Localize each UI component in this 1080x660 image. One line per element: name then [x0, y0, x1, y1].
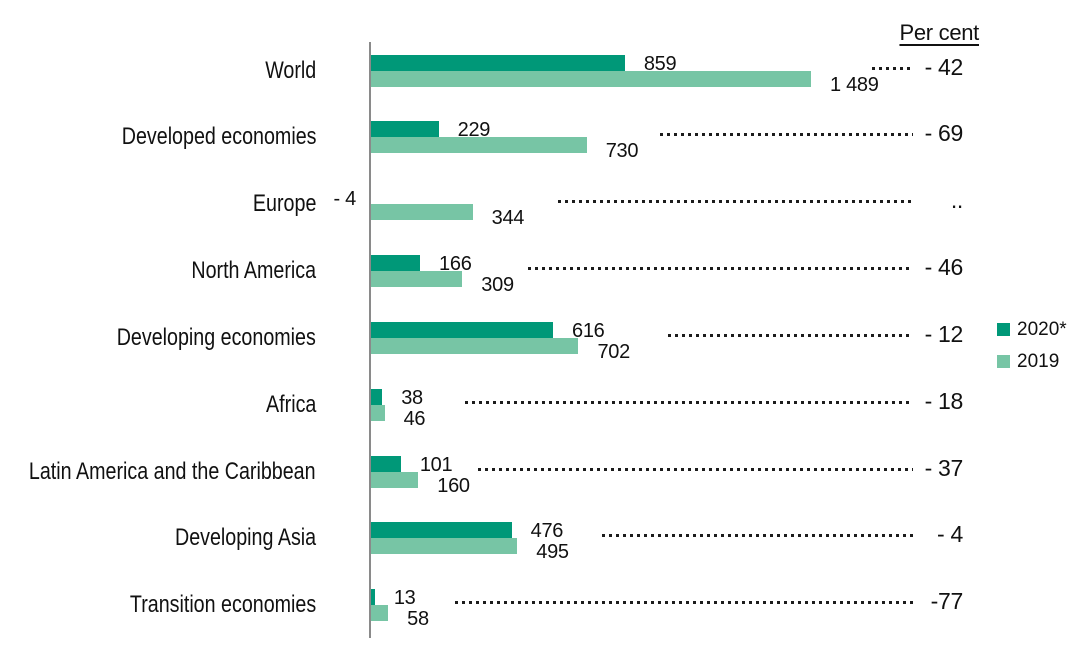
- percent-change-label-africa: - 18: [924, 387, 964, 414]
- legend-swatch-2020-icon: [997, 323, 1010, 336]
- category-label-africa: Africa: [265, 390, 316, 418]
- bar-2020-developed-economies: [371, 121, 439, 138]
- bar-2019-north-america: [371, 271, 463, 288]
- category-label-developing-economies: Developing economies: [116, 323, 316, 351]
- value-label-2020-north-america: 166: [439, 253, 472, 276]
- value-label-2020-europe: - 4: [333, 188, 357, 211]
- legend-item-2019: 2019: [997, 352, 1067, 371]
- value-label-2020-developing-economies: 616: [572, 319, 605, 342]
- value-label-2020-africa: 38: [401, 386, 423, 409]
- dotted-leader-developing-economies: [668, 333, 913, 337]
- percent-change-label-north-america: - 46: [924, 254, 964, 281]
- percent-change-label-latin-america-and-the-caribbean: - 37: [924, 454, 964, 481]
- legend-item-2020: 2020*: [997, 320, 1067, 339]
- bar-2019-transition-economies: [371, 605, 389, 622]
- value-label-2020-latin-america-and-the-caribbean: 101: [419, 453, 453, 476]
- percent-change-label-europe: ..: [950, 187, 963, 214]
- value-label-2019-latin-america-and-the-caribbean: 160: [437, 474, 470, 497]
- category-label-developed-economies: Developed economies: [121, 123, 316, 151]
- bar-2019-developing-economies: [371, 337, 579, 354]
- bar-2019-europe: [371, 204, 473, 221]
- dotted-leader-developed-economies: [660, 133, 913, 137]
- category-label-world: World: [264, 56, 316, 84]
- bar-2020-transition-economies: [371, 589, 375, 606]
- value-label-2019-developing-asia: 495: [536, 541, 569, 564]
- value-label-2020-developing-asia: 476: [530, 520, 564, 543]
- bar-2020-developing-asia: [371, 522, 512, 539]
- dotted-leader-developing-asia: [602, 534, 913, 538]
- value-label-2020-transition-economies: 13: [393, 587, 416, 610]
- value-label-2019-europe: 344: [491, 207, 525, 230]
- legend-label-2019: 2019: [1017, 351, 1060, 372]
- percent-change-label-world: - 42: [924, 53, 964, 80]
- bar-2020-africa: [371, 388, 383, 405]
- bar-2019-developing-asia: [371, 538, 518, 555]
- dotted-leader-transition-economies: [455, 601, 913, 605]
- bar-2020-latin-america-and-the-caribbean: [371, 455, 401, 472]
- legend-swatch-2019-icon: [997, 355, 1010, 368]
- value-label-2019-world: 1 489: [829, 73, 879, 96]
- value-label-2019-developed-economies: 730: [605, 140, 639, 163]
- value-label-2019-transition-economies: 58: [407, 608, 429, 631]
- category-label-latin-america-and-the-caribbean: Latin America and the Caribbean: [29, 457, 316, 485]
- dotted-leader-world: [872, 66, 913, 70]
- percent-column-header: Per cent: [899, 20, 979, 45]
- legend-label-2020: 2020*: [1017, 319, 1067, 340]
- value-label-2020-developed-economies: 229: [457, 119, 491, 142]
- dotted-leader-europe: [558, 200, 913, 204]
- value-label-2019-africa: 46: [403, 407, 426, 430]
- legend: 2020* 2019: [997, 320, 1067, 371]
- percent-change-label-developing-economies: - 12: [924, 320, 964, 347]
- value-label-2020-world: 859: [643, 52, 677, 75]
- bar-2020-north-america: [371, 255, 421, 272]
- percent-change-label-developing-asia: - 4: [937, 521, 963, 548]
- bar-2019-developed-economies: [371, 137, 587, 154]
- dotted-leader-north-america: [528, 267, 913, 271]
- category-label-transition-economies: Transition economies: [129, 591, 316, 619]
- value-label-2019-north-america: 309: [481, 274, 514, 297]
- bar-2019-latin-america-and-the-caribbean: [371, 471, 419, 488]
- percent-change-label-developed-economies: - 69: [924, 120, 964, 147]
- category-label-europe: Europe: [252, 190, 316, 218]
- dotted-leader-africa: [465, 400, 913, 404]
- bar-2020-developing-economies: [371, 321, 554, 338]
- category-label-developing-asia: Developing Asia: [174, 524, 316, 552]
- bar-2020-world: [371, 54, 625, 71]
- bar-2019-africa: [371, 404, 385, 421]
- bar-2019-world: [371, 70, 811, 87]
- dotted-leader-latin-america-and-the-caribbean: [478, 467, 913, 471]
- category-axis-line: [369, 42, 371, 638]
- category-label-north-america: North America: [191, 257, 316, 285]
- percent-change-label-transition-economies: -77: [930, 588, 964, 615]
- value-label-2019-developing-economies: 702: [597, 340, 630, 363]
